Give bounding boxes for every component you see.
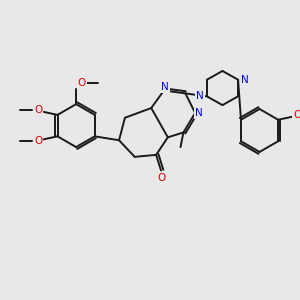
Text: N: N: [161, 82, 169, 92]
Text: O: O: [78, 78, 86, 88]
Text: N: N: [195, 108, 203, 118]
Text: O: O: [34, 105, 42, 115]
Text: O: O: [157, 173, 165, 183]
Text: O: O: [293, 110, 300, 120]
Text: O: O: [34, 136, 42, 146]
Text: N: N: [196, 91, 204, 101]
Text: N: N: [241, 75, 249, 85]
